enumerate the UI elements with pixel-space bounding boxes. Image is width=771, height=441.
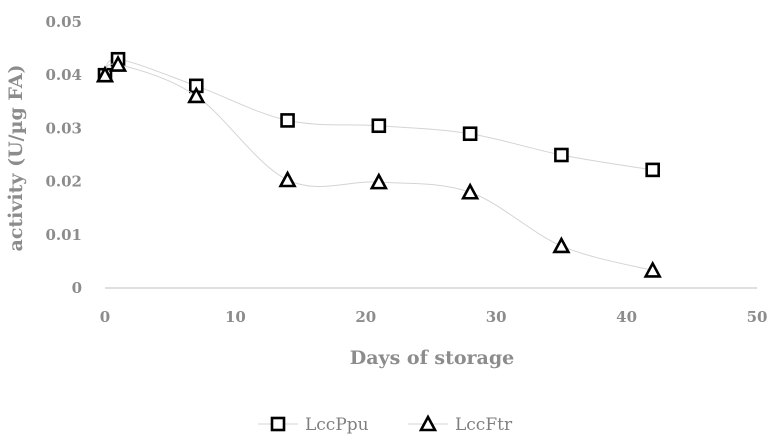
y-tick-label: 0.05 (45, 13, 82, 31)
y-tick-label: 0.03 (45, 119, 82, 137)
square-data-point (645, 162, 660, 178)
y-tick-label: 0.04 (45, 66, 82, 84)
legend-triangle-icon (418, 414, 438, 432)
x-tick-label: 0 (100, 308, 110, 326)
legend-label: LccPpu (305, 415, 369, 435)
y-tick-label: 0 (72, 279, 82, 297)
legend-item-lccftr: LccFtr (408, 414, 513, 435)
axes: 0 10 20 30 40 50 0 0.01 0.02 0.03 0.04 0.05 (45, 13, 767, 326)
triangle-data-point (369, 172, 389, 190)
triangle-data-point (278, 170, 297, 188)
y-axis-title: activity (U/µg FA) (5, 65, 27, 252)
y-tick-label: 0.01 (45, 226, 82, 244)
series-lccppu (97, 51, 660, 178)
x-tick-label: 40 (616, 308, 637, 326)
triangle-data-point (108, 54, 128, 72)
x-axis-title: Days of storage (350, 347, 514, 369)
triangle-data-point (552, 236, 571, 254)
square-data-point (554, 147, 569, 163)
triangle-data-point (95, 65, 115, 83)
triangle-data-point (643, 260, 662, 278)
legend: LccPpu LccFtr (258, 414, 513, 435)
x-tick-label: 20 (355, 308, 376, 326)
series-lccftr (95, 54, 662, 278)
triangle-data-point (187, 86, 206, 104)
series-line-lccppu (104, 58, 653, 171)
legend-square-icon (270, 416, 286, 432)
square-data-point (371, 118, 387, 134)
square-data-point (462, 126, 478, 142)
legend-label: LccFtr (455, 415, 513, 435)
square-data-point (280, 113, 295, 128)
series-layer (95, 51, 662, 278)
x-tick-label: 30 (486, 308, 507, 326)
x-tick-label: 10 (225, 308, 246, 326)
legend-item-lccppu: LccPpu (258, 415, 369, 435)
triangle-data-point (460, 182, 480, 200)
y-tick-label: 0.02 (45, 173, 82, 191)
series-line-lccftr (104, 63, 653, 271)
x-tick-label: 50 (747, 308, 768, 326)
